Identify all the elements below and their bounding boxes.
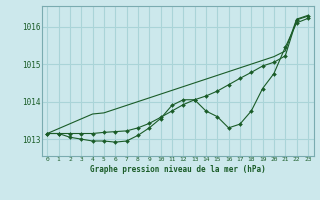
X-axis label: Graphe pression niveau de la mer (hPa): Graphe pression niveau de la mer (hPa): [90, 165, 266, 174]
